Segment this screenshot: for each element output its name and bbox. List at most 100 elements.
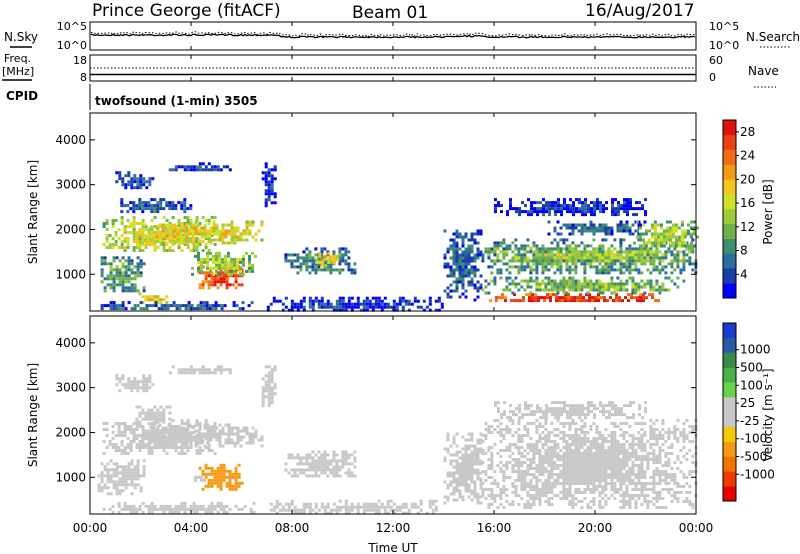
- power-cell: [127, 277, 131, 281]
- velocity-cell: [164, 426, 168, 430]
- power-cell: [120, 198, 124, 202]
- power-cell: [126, 219, 130, 222]
- power-cell: [164, 241, 168, 245]
- power-cell: [464, 256, 468, 260]
- velocity-cell: [538, 500, 542, 503]
- power-cell: [639, 296, 642, 300]
- velocity-cell: [176, 438, 180, 442]
- velocity-cell: [260, 435, 264, 439]
- power-cell: [619, 262, 623, 266]
- power-cell: [497, 296, 501, 300]
- power-cell: [589, 256, 593, 260]
- power-cell: [156, 295, 160, 299]
- power-cell: [130, 183, 134, 187]
- power-cell: [223, 304, 227, 308]
- power-cell: [565, 282, 569, 286]
- velocity-cell: [215, 426, 219, 430]
- velocity-cell: [416, 511, 420, 515]
- power-cell: [544, 285, 548, 289]
- velocity-cell: [305, 505, 309, 509]
- power-cell: [541, 262, 545, 266]
- velocity-cell: [484, 422, 488, 425]
- power-cell: [517, 265, 521, 269]
- power-cell: [591, 296, 594, 300]
- velocity-cell: [161, 429, 165, 433]
- power-cell: [136, 271, 140, 275]
- power-cell: [502, 241, 506, 245]
- velocity-cell: [523, 476, 527, 479]
- velocity-cell: [502, 491, 506, 494]
- power-cell: [597, 296, 600, 300]
- velocity-cell: [173, 426, 177, 430]
- power-cell: [330, 257, 334, 261]
- power-cell: [641, 207, 644, 211]
- power-cell: [127, 174, 131, 178]
- power-cell: [625, 256, 629, 260]
- power-cell: [513, 299, 516, 303]
- velocity-cell: [473, 495, 477, 499]
- velocity-cell: [132, 510, 136, 514]
- velocity-cell: [613, 497, 617, 500]
- power-cell: [568, 244, 572, 248]
- velocity-cell: [604, 467, 608, 470]
- velocity-cell: [314, 471, 318, 475]
- velocity-cell: [209, 429, 213, 433]
- velocity-cell: [127, 468, 131, 472]
- power-cell: [141, 237, 145, 240]
- power-cell: [659, 244, 663, 248]
- velocity-cell: [568, 434, 572, 437]
- velocity-cell: [601, 458, 605, 461]
- velocity-cell: [529, 473, 533, 476]
- velocity-cell: [523, 503, 527, 506]
- power-cell: [674, 244, 678, 248]
- power-cell: [132, 210, 136, 214]
- power-cell: [308, 299, 312, 303]
- velocity-cell: [538, 497, 542, 500]
- velocity-cell: [526, 485, 530, 488]
- velocity-cell: [207, 478, 211, 482]
- velocity-cell: [428, 505, 432, 509]
- velocity-cell: [589, 488, 593, 491]
- power-cell: [634, 285, 638, 289]
- velocity-cell: [204, 507, 208, 511]
- power-cell: [517, 253, 521, 257]
- power-cell: [531, 296, 534, 300]
- velocity-cell: [574, 491, 578, 494]
- power-cell: [634, 262, 638, 266]
- velocity-cell: [499, 494, 503, 497]
- velocity-cell: [592, 476, 596, 479]
- power-cell: [194, 229, 198, 233]
- velocity-cell: [428, 499, 432, 503]
- power-cell: [138, 246, 142, 249]
- power-cell: [162, 249, 166, 252]
- velocity-cell: [613, 446, 617, 449]
- velocity-cell: [607, 434, 611, 437]
- velocity-cell: [514, 494, 518, 497]
- power-cell: [338, 271, 342, 275]
- power-cell: [194, 226, 198, 230]
- velocity-cell: [254, 429, 258, 433]
- velocity-cell: [523, 461, 527, 464]
- velocity-cell: [225, 510, 229, 514]
- power-cell: [225, 283, 229, 287]
- velocity-cell: [601, 449, 605, 452]
- velocity-cell: [156, 443, 160, 446]
- power-cell: [164, 223, 168, 227]
- velocity-cell: [320, 505, 324, 509]
- velocity-cell: [538, 425, 542, 428]
- velocity-cell: [132, 507, 136, 511]
- power-cell: [607, 226, 611, 230]
- power-cell: [641, 238, 645, 242]
- power-cell: [549, 299, 552, 303]
- velocity-cell: [162, 504, 166, 508]
- power-cell: [222, 277, 226, 281]
- power-cell: [219, 283, 223, 287]
- power-cell: [583, 223, 587, 227]
- velocity-cell: [547, 470, 551, 473]
- velocity-cell: [517, 419, 521, 422]
- power-cell: [522, 296, 525, 300]
- power-cell: [574, 226, 578, 230]
- power-cell: [544, 268, 548, 272]
- power-cell: [175, 304, 179, 308]
- power-cell: [659, 232, 663, 236]
